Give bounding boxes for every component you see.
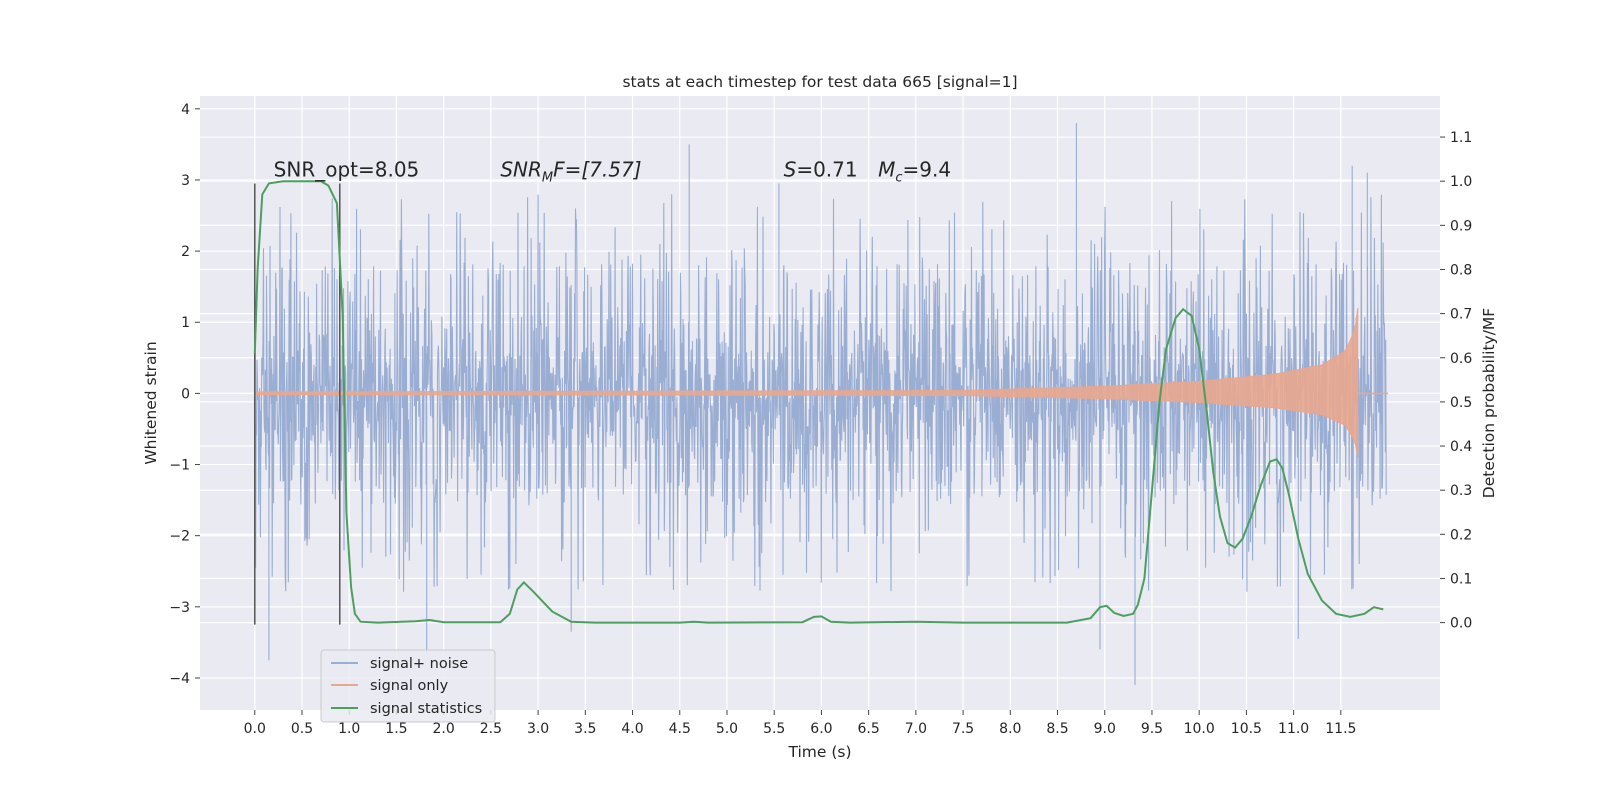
annotation-snr-mf-main: SNR bbox=[500, 157, 542, 181]
annotation-mc-tail: =9.4 bbox=[903, 157, 952, 181]
y-right-tick-label: 0.6 bbox=[1450, 351, 1472, 367]
annotation-snr-mf-tail: F=[7.57] bbox=[553, 157, 641, 181]
x-tick-label: 4.0 bbox=[621, 721, 643, 737]
legend-label-signal-only: signal only bbox=[370, 678, 449, 694]
y-right-tick-label: 0.2 bbox=[1450, 527, 1472, 543]
annotation-mc-sub: c bbox=[895, 170, 902, 185]
x-tick-label: 11.0 bbox=[1278, 721, 1309, 737]
x-axis-label: Time (s) bbox=[787, 743, 851, 761]
x-tick-label: 0.5 bbox=[291, 721, 313, 737]
y-tick-label: −1 bbox=[169, 458, 190, 474]
y-right-tick-label: 1.0 bbox=[1450, 174, 1472, 190]
annotation-snr-mf-sub: M bbox=[542, 170, 553, 185]
x-tick-label: 7.5 bbox=[952, 721, 974, 737]
legend: signal+ noise signal only signal statist… bbox=[320, 649, 496, 723]
annotation-snr-mf: SNRMF=[7.57] bbox=[500, 157, 641, 185]
y-axis-ticks-right: 0.0 0.1 0.2 0.3 0.4 0.5 0.6 0.7 0.8 0.9 1.0 1.1 bbox=[1440, 130, 1472, 632]
annotation-s: S=0.71 bbox=[784, 157, 858, 181]
y-tick-label: 3 bbox=[181, 173, 190, 189]
y-tick-label: 2 bbox=[181, 244, 190, 260]
x-tick-label: 8.0 bbox=[999, 721, 1021, 737]
y-right-tick-label: 0.5 bbox=[1450, 395, 1472, 411]
x-tick-label: 10.5 bbox=[1231, 721, 1262, 737]
y-right-tick-label: 0.1 bbox=[1450, 571, 1472, 587]
x-tick-label: 3.5 bbox=[574, 721, 596, 737]
y-tick-label: −4 bbox=[169, 671, 190, 687]
annotation-s-main: S bbox=[784, 157, 797, 181]
x-tick-label: 8.5 bbox=[1046, 721, 1068, 737]
x-tick-label: 2.0 bbox=[433, 721, 455, 737]
x-tick-label: 1.0 bbox=[338, 721, 360, 737]
annotation-snr-opt: SNR_opt=8.05 bbox=[274, 157, 420, 181]
x-tick-label: 2.5 bbox=[480, 721, 502, 737]
y-tick-label: 4 bbox=[181, 102, 190, 118]
series-signal-noise bbox=[254, 123, 1387, 686]
x-tick-label: 9.5 bbox=[1141, 721, 1163, 737]
y-right-tick-label: 0.8 bbox=[1450, 262, 1472, 278]
y-tick-label: 1 bbox=[181, 315, 190, 331]
annotation-mc: Mc=9.4 bbox=[878, 157, 951, 185]
annotation-s-tail: =0.71 bbox=[796, 157, 857, 181]
y-right-tick-label: 1.1 bbox=[1450, 130, 1472, 146]
y-right-tick-label: 0.7 bbox=[1450, 307, 1472, 323]
x-tick-label: 0.0 bbox=[244, 721, 266, 737]
x-tick-label: 5.0 bbox=[716, 721, 738, 737]
series-signal-only bbox=[254, 307, 1389, 458]
annotations: SNR_opt=8.05 SNRMF=[7.57] S=0.71 Mc=9.4 bbox=[274, 157, 951, 185]
y-axis-ticks-left: −4 −3 −2 −1 0 1 2 3 4 bbox=[169, 102, 200, 687]
series-signal-statistics bbox=[253, 180, 1384, 624]
x-tick-label: 9.0 bbox=[1094, 721, 1116, 737]
y-right-tick-label: 0.9 bbox=[1450, 218, 1472, 234]
y-right-tick-label: 0.3 bbox=[1450, 483, 1472, 499]
x-tick-label: 5.5 bbox=[763, 721, 785, 737]
x-tick-label: 3.0 bbox=[527, 721, 549, 737]
legend-frame bbox=[320, 649, 496, 723]
x-axis-ticks: 0.0 0.5 1.0 1.5 2.0 2.5 3.0 3.5 4.0 4.5 5.0 5.5 6.0 6… bbox=[244, 710, 1356, 737]
legend-label-signal-statistics: signal statistics bbox=[370, 701, 482, 717]
y-axis-label: Whitened strain bbox=[142, 341, 160, 464]
y-tick-label: 0 bbox=[181, 386, 190, 402]
x-tick-label: 4.5 bbox=[669, 721, 691, 737]
signal-noise-trace bbox=[254, 123, 1387, 686]
y-right-tick-label: 0.4 bbox=[1450, 439, 1472, 455]
x-tick-label: 6.5 bbox=[858, 721, 880, 737]
x-tick-label: 6.0 bbox=[810, 721, 832, 737]
x-tick-label: 11.5 bbox=[1325, 721, 1356, 737]
signal-only-trace bbox=[254, 307, 1359, 458]
x-tick-label: 1.5 bbox=[385, 721, 407, 737]
x-tick-label: 10.0 bbox=[1184, 721, 1215, 737]
signal-statistics-trace bbox=[253, 180, 1384, 624]
annotation-mc-main: M bbox=[878, 157, 895, 181]
y-tick-label: −3 bbox=[169, 600, 190, 616]
y-tick-label: −2 bbox=[169, 529, 190, 545]
legend-label-signal-noise: signal+ noise bbox=[370, 656, 468, 672]
chart-title: stats at each timestep for test data 665… bbox=[622, 73, 1017, 91]
y-axis-label-right: Detection probability/MF bbox=[1480, 308, 1498, 499]
x-tick-label: 7.0 bbox=[905, 721, 927, 737]
y-right-tick-label: 0.0 bbox=[1450, 616, 1472, 632]
